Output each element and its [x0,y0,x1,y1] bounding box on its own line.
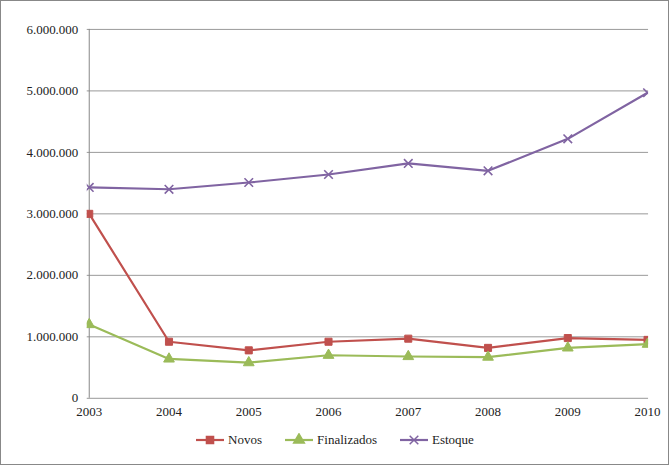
svg-text:2008: 2008 [475,404,501,419]
svg-text:0: 0 [72,390,78,405]
svg-text:2007: 2007 [395,404,421,419]
svg-text:2006: 2006 [316,404,342,419]
svg-text:1.000.000: 1.000.000 [26,329,78,344]
svg-text:2010: 2010 [635,404,661,419]
html-text:Estoque: Estoque [432,431,474,447]
html-text:Novos: Novos [228,431,263,447]
svg-text:3.000.000: 3.000.000 [26,206,78,221]
svg-text:2.000.000: 2.000.000 [26,267,78,282]
svg-text:6.000.000: 6.000.000 [26,22,78,37]
svg-text:2004: 2004 [156,404,182,419]
svg-text:4.000.000: 4.000.000 [26,145,78,160]
svg-text:2003: 2003 [76,404,102,419]
html-text:Finalizados: Finalizados [317,431,377,447]
svg-text:2005: 2005 [236,404,262,419]
svg-text:5.000.000: 5.000.000 [26,83,78,98]
svg-text:2009: 2009 [555,404,581,419]
